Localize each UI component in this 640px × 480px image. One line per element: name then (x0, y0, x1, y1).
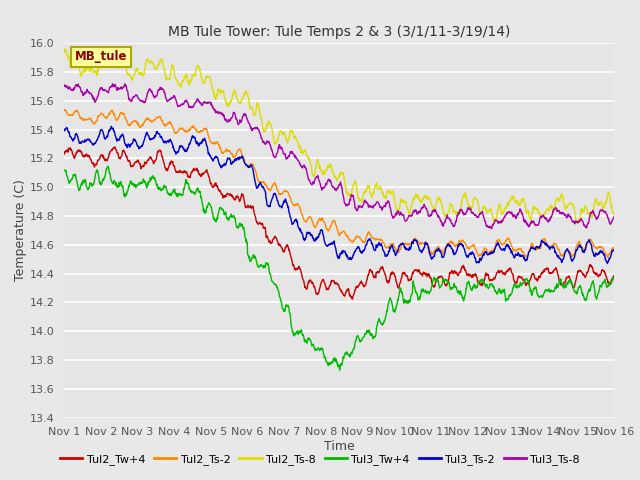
Y-axis label: Temperature (C): Temperature (C) (13, 180, 27, 281)
Text: MB_tule: MB_tule (75, 50, 127, 63)
Title: MB Tule Tower: Tule Temps 2 & 3 (3/1/11-3/19/14): MB Tule Tower: Tule Temps 2 & 3 (3/1/11-… (168, 25, 510, 39)
X-axis label: Time: Time (324, 440, 355, 453)
Legend: Tul2_Tw+4, Tul2_Ts-2, Tul2_Ts-8, Tul3_Tw+4, Tul3_Ts-2, Tul3_Ts-8: Tul2_Tw+4, Tul2_Ts-2, Tul2_Ts-8, Tul3_Tw… (56, 450, 584, 469)
